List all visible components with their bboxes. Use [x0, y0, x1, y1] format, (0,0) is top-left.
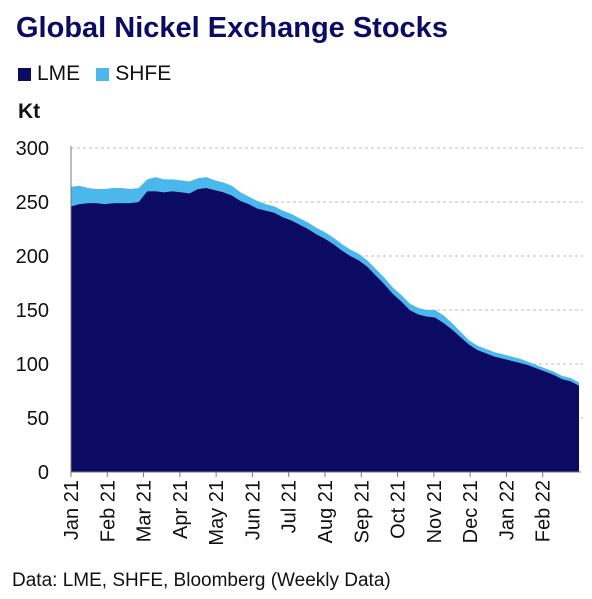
x-tick-labels: Jan 21 Feb 21 Mar 21 Apr 21 May 21 Jun 21 Jul … [61, 480, 555, 546]
x-tick-label-12: Jan 22 [496, 480, 518, 540]
legend-label-shfe: SHFE [115, 62, 172, 85]
x-tick-label-7: Aug 21 [315, 480, 337, 543]
chart-title: Global Nickel Exchange Stocks [16, 12, 448, 44]
x-tick-label-5: Jun 21 [242, 480, 264, 540]
area-series-lme [71, 187, 579, 472]
y-tick-label-100: 100 [16, 354, 49, 376]
x-tick-label-4: May 21 [206, 480, 228, 546]
y-tick-label-0: 0 [38, 462, 49, 484]
x-tick-label-10: Nov 21 [424, 480, 446, 543]
legend-item-lme: LME [18, 62, 80, 86]
legend-item-shfe: SHFE [96, 62, 171, 86]
x-tick-label-11: Dec 21 [460, 480, 482, 543]
y-tick-labels: 0 50 100 150 200 250 300 [16, 138, 49, 484]
y-tick-label-200: 200 [16, 246, 49, 268]
legend-swatch-shfe [96, 67, 110, 81]
y-tick-label-150: 150 [16, 300, 49, 322]
y-tick-label-250: 250 [16, 192, 49, 214]
x-tick-label-8: Sep 21 [351, 480, 373, 543]
axes [70, 146, 581, 477]
x-tick-label-1: Feb 21 [97, 480, 119, 542]
x-tick-label-3: Apr 21 [170, 480, 192, 539]
source-note: Data: LME, SHFE, Bloomberg (Weekly Data) [12, 570, 391, 591]
y-tick-label-300: 300 [16, 138, 49, 160]
x-tick-label-13: Feb 22 [533, 480, 555, 542]
y-tick-label-50: 50 [27, 408, 49, 430]
legend-label-lme: LME [37, 62, 81, 85]
legend: LME SHFE [18, 62, 187, 86]
x-tick-label-2: Mar 21 [134, 480, 156, 542]
x-tick-label-0: Jan 21 [61, 480, 83, 540]
x-tick-label-9: Oct 21 [388, 480, 410, 539]
area-series-shfe [71, 177, 579, 386]
legend-swatch-lme [18, 67, 31, 81]
series-areas [71, 177, 579, 472]
y-axis-unit-label: Kt [18, 100, 41, 123]
x-tick-label-6: Jul 21 [279, 480, 301, 533]
